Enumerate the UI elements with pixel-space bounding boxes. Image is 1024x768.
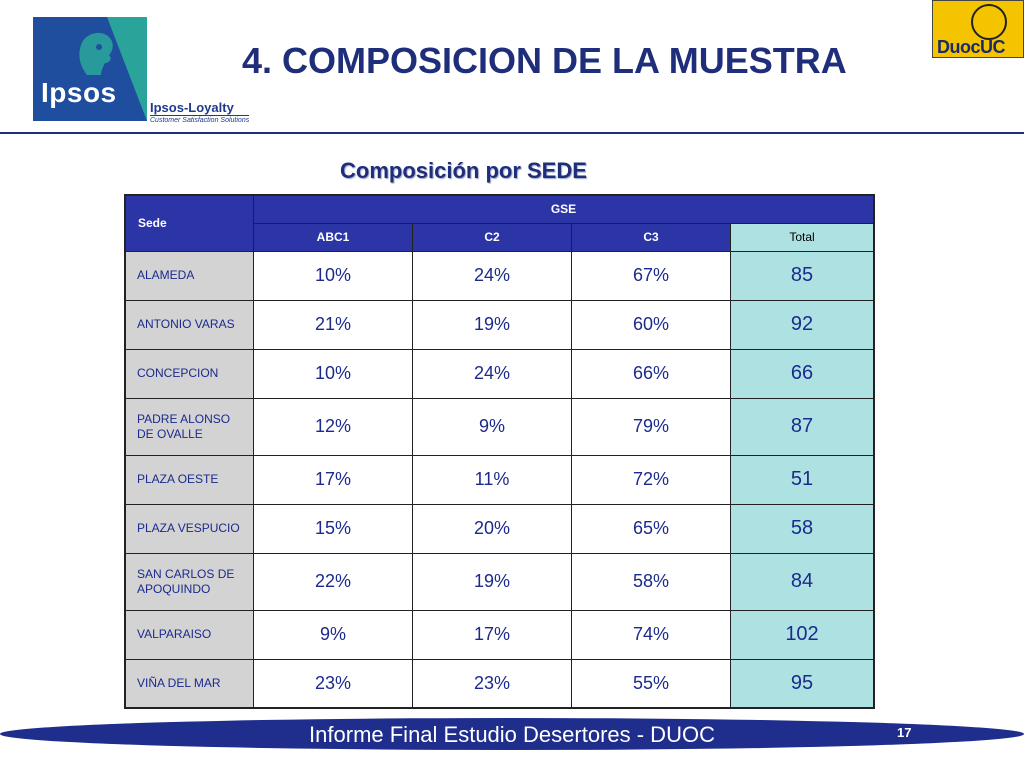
c2-cell: 11% xyxy=(412,454,572,505)
total-cell: 58 xyxy=(730,503,875,554)
total-cell: 85 xyxy=(730,250,875,301)
c3-cell: 79% xyxy=(571,397,731,456)
total-cell: 92 xyxy=(730,299,875,350)
sede-cell: CONCEPCION xyxy=(124,348,254,399)
c3-cell: 58% xyxy=(571,552,731,611)
c3-cell: 60% xyxy=(571,299,731,350)
total-cell: 51 xyxy=(730,454,875,505)
sede-cell: PLAZA OESTE xyxy=(124,454,254,505)
table-row: PLAZA VESPUCIO 15% 20% 65% 58 xyxy=(124,503,875,554)
sede-cell: VALPARAISO xyxy=(124,609,254,660)
table-row: PADRE ALONSO DE OVALLE 12% 9% 79% 87 xyxy=(124,397,875,456)
header-divider xyxy=(0,132,1024,134)
ipsos-loyalty-mark: Ipsos-Loyalty Customer Satisfaction Solu… xyxy=(150,100,250,125)
c3-cell: 66% xyxy=(571,348,731,399)
total-cell: 66 xyxy=(730,348,875,399)
table-row: VIÑA DEL MAR 23% 23% 55% 95 xyxy=(124,658,875,709)
column-header-abc1: ABC1 xyxy=(253,222,413,252)
footer-bar xyxy=(0,718,1024,750)
gse-group-header: GSE xyxy=(253,194,875,224)
footer-text: Informe Final Estudio Desertores - DUOC xyxy=(309,722,715,747)
sede-cell: SAN CARLOS DE APOQUINDO xyxy=(124,552,254,611)
abc1-cell: 22% xyxy=(253,552,413,611)
column-header-c3: C3 xyxy=(571,222,731,252)
abc1-cell: 10% xyxy=(253,348,413,399)
duoc-wordmark: DuocUC xyxy=(937,37,1006,57)
duoc-logo: DuocUC xyxy=(932,0,1024,58)
loyalty-tagline: Customer Satisfaction Solutions xyxy=(150,115,250,124)
table-row: VALPARAISO 9% 17% 74% 102 xyxy=(124,609,875,660)
sede-column-header: Sede xyxy=(124,194,254,252)
loyalty-title: Ipsos-Loyalty xyxy=(150,100,234,115)
total-cell: 87 xyxy=(730,397,875,456)
total-cell: 95 xyxy=(730,658,875,709)
c2-cell: 19% xyxy=(412,299,572,350)
c2-cell: 24% xyxy=(412,250,572,301)
c2-cell: 19% xyxy=(412,552,572,611)
column-header-c2: C2 xyxy=(412,222,572,252)
abc1-cell: 15% xyxy=(253,503,413,554)
c3-cell: 72% xyxy=(571,454,731,505)
sede-cell: ALAMEDA xyxy=(124,250,254,301)
c3-cell: 74% xyxy=(571,609,731,660)
c2-cell: 20% xyxy=(412,503,572,554)
column-header-total: Total xyxy=(730,222,875,252)
c3-cell: 55% xyxy=(571,658,731,709)
sede-cell: PADRE ALONSO DE OVALLE xyxy=(124,397,254,456)
sede-cell: PLAZA VESPUCIO xyxy=(124,503,254,554)
c2-cell: 24% xyxy=(412,348,572,399)
composition-table: Sede GSE ABC1 C2 C3 Total ALAMEDA 10% 24… xyxy=(124,194,875,709)
abc1-cell: 21% xyxy=(253,299,413,350)
ipsos-logo: Ipsos xyxy=(33,17,147,121)
c2-cell: 9% xyxy=(412,397,572,456)
abc1-cell: 23% xyxy=(253,658,413,709)
abc1-cell: 12% xyxy=(253,397,413,456)
page-number: 17 xyxy=(897,725,912,740)
duoc-seal-icon xyxy=(971,4,1007,40)
sede-cell: VIÑA DEL MAR xyxy=(124,658,254,709)
abc1-cell: 17% xyxy=(253,454,413,505)
ipsos-wordmark: Ipsos xyxy=(41,77,117,108)
table-row: ALAMEDA 10% 24% 67% 85 xyxy=(124,250,875,301)
total-cell: 102 xyxy=(730,609,875,660)
total-cell: 84 xyxy=(730,552,875,611)
abc1-cell: 10% xyxy=(253,250,413,301)
c3-cell: 67% xyxy=(571,250,731,301)
sede-cell: ANTONIO VARAS xyxy=(124,299,254,350)
logo-accent-shape xyxy=(107,17,147,121)
table-subtitle: Composición por SEDE xyxy=(340,158,587,183)
profile-head-icon xyxy=(79,32,113,75)
abc1-cell: 9% xyxy=(253,609,413,660)
table-row: PLAZA OESTE 17% 11% 72% 51 xyxy=(124,454,875,505)
table-row: ANTONIO VARAS 21% 19% 60% 92 xyxy=(124,299,875,350)
table-row: SAN CARLOS DE APOQUINDO 22% 19% 58% 84 xyxy=(124,552,875,611)
page-title: 4. COMPOSICION DE LA MUESTRA xyxy=(242,40,847,81)
c3-cell: 65% xyxy=(571,503,731,554)
footer: Informe Final Estudio Desertores - DUOC … xyxy=(0,716,1024,752)
c2-cell: 17% xyxy=(412,609,572,660)
table-row: CONCEPCION 10% 24% 66% 66 xyxy=(124,348,875,399)
c2-cell: 23% xyxy=(412,658,572,709)
